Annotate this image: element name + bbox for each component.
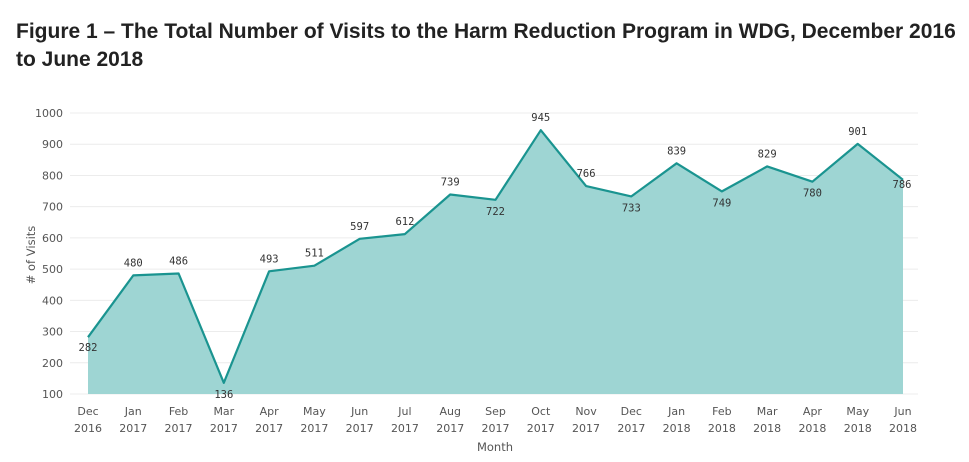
- series-line: [87, 129, 904, 384]
- x-tick-month: Oct: [531, 405, 551, 418]
- x-tick-label: Nov 2017: [572, 405, 600, 435]
- x-tick-year: 2017: [436, 422, 464, 435]
- x-tick-label: Mar 2018: [753, 405, 781, 435]
- y-tick-label: 500: [42, 263, 63, 276]
- data-label: 901: [848, 126, 867, 138]
- x-tick-label: Oct 2017: [527, 405, 555, 435]
- data-label: 511: [305, 248, 324, 260]
- data-label: 766: [577, 168, 596, 180]
- x-tick-year: 2018: [844, 422, 872, 435]
- x-tick-label: May 2017: [300, 405, 328, 435]
- x-tick-label: Dec 2017: [617, 405, 645, 435]
- x-tick-year: 2017: [119, 422, 147, 435]
- x-tick-year: 2017: [572, 422, 600, 435]
- data-label: 136: [214, 389, 233, 401]
- y-tick-label: 700: [42, 201, 63, 214]
- y-tick-label: 900: [42, 138, 63, 151]
- data-label: 945: [531, 112, 550, 124]
- x-tick-label: Jan 2017: [119, 405, 147, 435]
- x-tick-year: 2017: [300, 422, 328, 435]
- y-tick-label: 100: [42, 388, 63, 401]
- y-axis-label: # of Visits: [24, 226, 38, 285]
- x-axis-label: Month: [477, 440, 513, 454]
- x-tick-year: 2017: [482, 422, 510, 435]
- x-tick-year: 2017: [346, 422, 374, 435]
- data-label: 749: [712, 197, 731, 209]
- x-tick-month: Feb: [712, 405, 731, 418]
- x-tick-month: Dec: [621, 405, 642, 418]
- x-tick-label: Jun 2017: [346, 405, 374, 435]
- x-tick-month: Dec: [77, 405, 98, 418]
- data-label: 282: [79, 342, 98, 354]
- x-tick-year: 2018: [798, 422, 826, 435]
- x-tick-label: Jan 2018: [663, 405, 691, 435]
- x-tick-month: Apr: [260, 405, 280, 418]
- x-tick-year: 2017: [165, 422, 193, 435]
- x-tick-month: May: [846, 405, 869, 418]
- x-tick-month: Jul: [397, 405, 411, 418]
- x-tick-label: Jun 2018: [889, 405, 917, 435]
- x-axis-ticks: Dec 2016 Jan 2017 Feb 2017 Mar 2017 Apr 2017 May 20…: [74, 405, 917, 435]
- y-tick-label: 800: [42, 169, 63, 182]
- x-tick-label: Aug 2017: [436, 405, 464, 435]
- x-tick-year: 2017: [391, 422, 419, 435]
- data-label: 786: [893, 179, 912, 191]
- x-tick-year: 2018: [663, 422, 691, 435]
- y-tick-label: 1000: [35, 107, 63, 120]
- x-tick-year: 2016: [74, 422, 102, 435]
- data-label: 486: [169, 255, 188, 267]
- area-fill: [88, 130, 903, 394]
- y-tick-label: 300: [42, 326, 63, 339]
- x-tick-month: Nov: [575, 405, 597, 418]
- x-tick-label: May 2018: [844, 405, 872, 435]
- x-tick-year: 2017: [255, 422, 283, 435]
- x-tick-month: Jun: [893, 405, 911, 418]
- x-tick-label: Feb 2018: [708, 405, 736, 435]
- x-tick-year: 2017: [527, 422, 555, 435]
- x-tick-label: Jul 2017: [391, 405, 419, 435]
- x-tick-month: Sep: [485, 405, 506, 418]
- data-label: 612: [395, 216, 414, 228]
- data-label: 493: [260, 253, 279, 265]
- data-label: 839: [667, 145, 686, 157]
- x-tick-month: Feb: [169, 405, 188, 418]
- x-tick-month: Aug: [439, 405, 460, 418]
- x-tick-year: 2018: [889, 422, 917, 435]
- x-tick-year: 2018: [708, 422, 736, 435]
- data-label: 722: [486, 206, 505, 218]
- x-tick-label: Dec 2016: [74, 405, 102, 435]
- x-tick-year: 2018: [753, 422, 781, 435]
- x-tick-year: 2017: [210, 422, 238, 435]
- x-tick-month: Apr: [803, 405, 823, 418]
- x-tick-label: Apr 2018: [798, 405, 826, 435]
- x-tick-label: Apr 2017: [255, 405, 283, 435]
- x-tick-month: May: [303, 405, 326, 418]
- data-labels: 282 480 486 136 493 511 597 612 739 722 945 766 733 8…: [79, 112, 912, 401]
- data-label: 780: [803, 188, 822, 200]
- chart-title: Figure 1 – The Total Number of Visits to…: [16, 20, 956, 71]
- x-tick-month: Jan: [667, 405, 685, 418]
- y-tick-label: 200: [42, 357, 63, 370]
- data-label: 597: [350, 221, 369, 233]
- data-label: 829: [758, 148, 777, 160]
- x-tick-month: Mar: [757, 405, 778, 418]
- x-tick-month: Mar: [213, 405, 234, 418]
- x-tick-label: Feb 2017: [165, 405, 193, 435]
- y-axis-ticks: 100 200 300 400 500 600 700 800 900 1000: [35, 107, 63, 401]
- x-tick-label: Sep 2017: [482, 405, 510, 435]
- data-label: 480: [124, 257, 143, 269]
- x-tick-month: Jun: [350, 405, 368, 418]
- x-tick-year: 2017: [617, 422, 645, 435]
- x-tick-label: Mar 2017: [210, 405, 238, 435]
- data-label: 733: [622, 202, 641, 214]
- x-tick-month: Jan: [124, 405, 142, 418]
- data-label: 739: [441, 176, 460, 188]
- y-tick-label: 600: [42, 232, 63, 245]
- y-tick-label: 400: [42, 294, 63, 307]
